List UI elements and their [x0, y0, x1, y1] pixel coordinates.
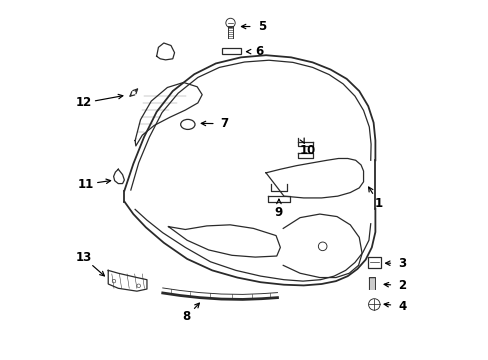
Text: 7: 7	[220, 117, 228, 130]
Text: 11: 11	[78, 178, 94, 191]
Text: 9: 9	[274, 206, 283, 219]
Text: 4: 4	[397, 300, 406, 313]
Text: 13: 13	[76, 251, 92, 264]
Text: 3: 3	[397, 257, 406, 270]
Text: 1: 1	[374, 197, 382, 210]
Text: 10: 10	[299, 144, 315, 157]
Text: 2: 2	[397, 279, 406, 292]
Bar	[367, 257, 380, 268]
Text: 8: 8	[182, 310, 190, 324]
Text: 6: 6	[255, 45, 263, 58]
Text: 12: 12	[76, 96, 92, 109]
Bar	[222, 48, 241, 54]
Text: 5: 5	[257, 20, 265, 33]
